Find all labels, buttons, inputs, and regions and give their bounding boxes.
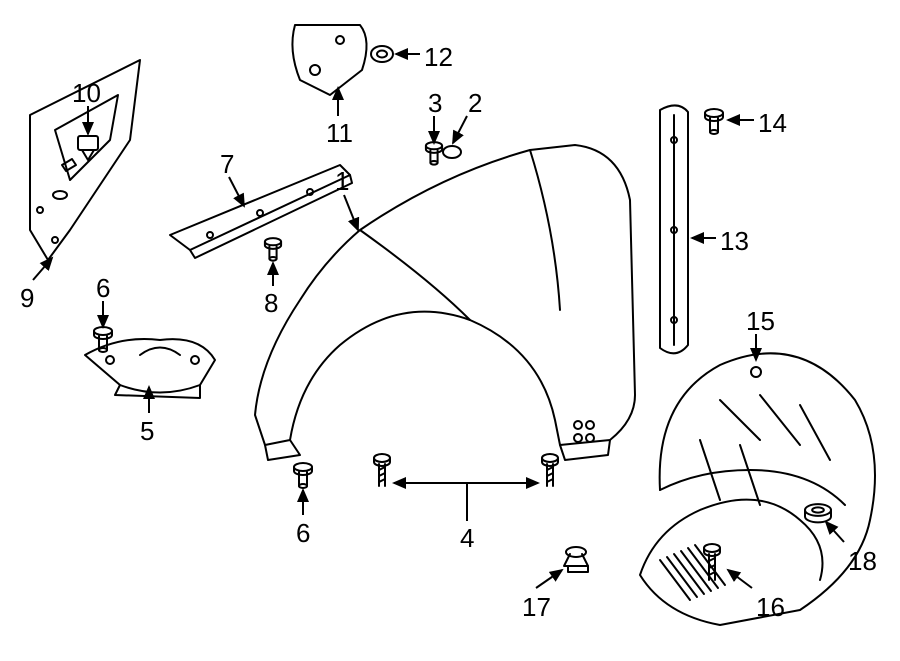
plug-cap [443, 146, 461, 158]
callout-7: 7 [220, 151, 234, 177]
callout-11: 11 [326, 120, 353, 146]
callout-8: 8 [264, 290, 278, 316]
callout-17: 17 [522, 594, 551, 620]
callout-3: 3 [428, 90, 442, 116]
upper-shield [292, 25, 366, 95]
callout-12: 12 [424, 44, 453, 70]
callout-1: 1 [335, 168, 349, 194]
callout-9: 9 [20, 285, 34, 311]
diagram-stage: { "diagram": { "type": "exploded-parts-d… [0, 0, 900, 661]
callout-14: 14 [758, 110, 787, 136]
callout-16: 16 [756, 594, 785, 620]
callout-6: 6 [96, 275, 110, 301]
callout-15: 15 [746, 308, 775, 334]
callout-10: 10 [72, 80, 101, 106]
fender-liner [640, 353, 875, 625]
callout-4: 4 [460, 525, 474, 551]
grommet [371, 46, 393, 62]
callout-2: 2 [468, 90, 482, 116]
callout-6: 6 [296, 520, 310, 546]
lower-bracket [85, 339, 215, 393]
callout-5: 5 [140, 418, 154, 444]
clip [78, 136, 98, 150]
upper-rail [170, 165, 350, 250]
callout-13: 13 [720, 228, 749, 254]
callout-18: 18 [848, 548, 877, 574]
